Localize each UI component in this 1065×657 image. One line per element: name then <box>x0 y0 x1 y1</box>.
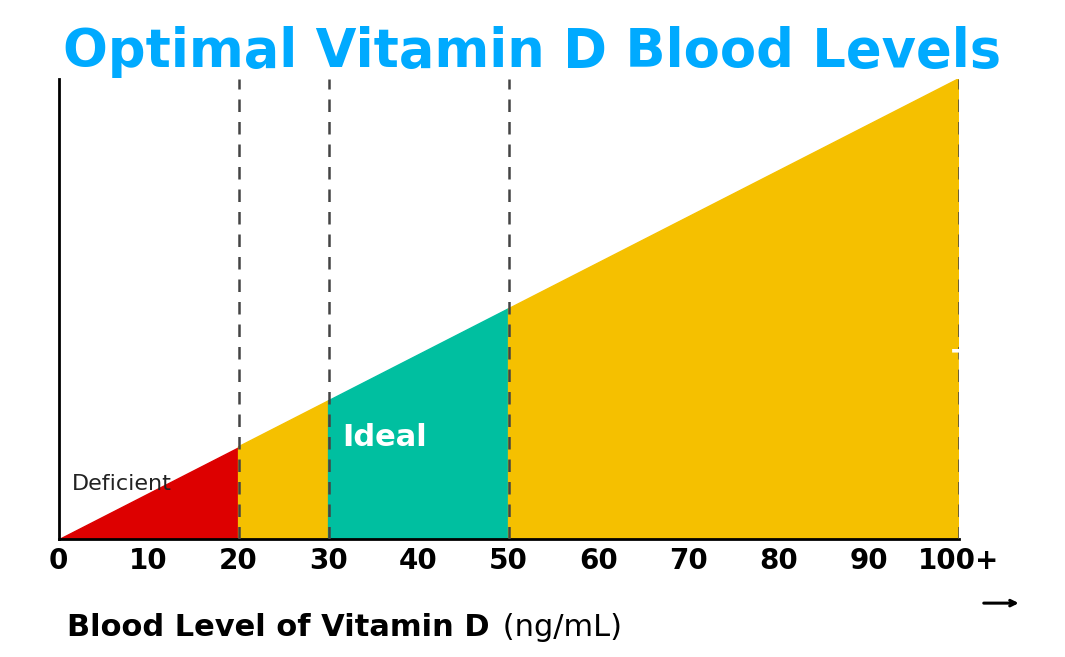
Text: Optimal Vitamin D Blood Levels: Optimal Vitamin D Blood Levels <box>64 26 1001 78</box>
Text: Blood Level of Vitamin D: Blood Level of Vitamin D <box>67 613 490 642</box>
Polygon shape <box>59 447 239 539</box>
Polygon shape <box>239 401 328 539</box>
Text: acne.org: acne.org <box>850 608 1009 639</box>
Polygon shape <box>509 79 958 539</box>
Polygon shape <box>328 309 509 539</box>
Text: Ideal: Ideal <box>342 423 427 452</box>
Text: Deficient: Deficient <box>72 474 171 493</box>
Text: Risk of
Toxicity: Risk of Toxicity <box>952 315 1065 376</box>
Text: (ng/mL): (ng/mL) <box>493 613 622 642</box>
Text: ®: ® <box>1019 601 1033 615</box>
